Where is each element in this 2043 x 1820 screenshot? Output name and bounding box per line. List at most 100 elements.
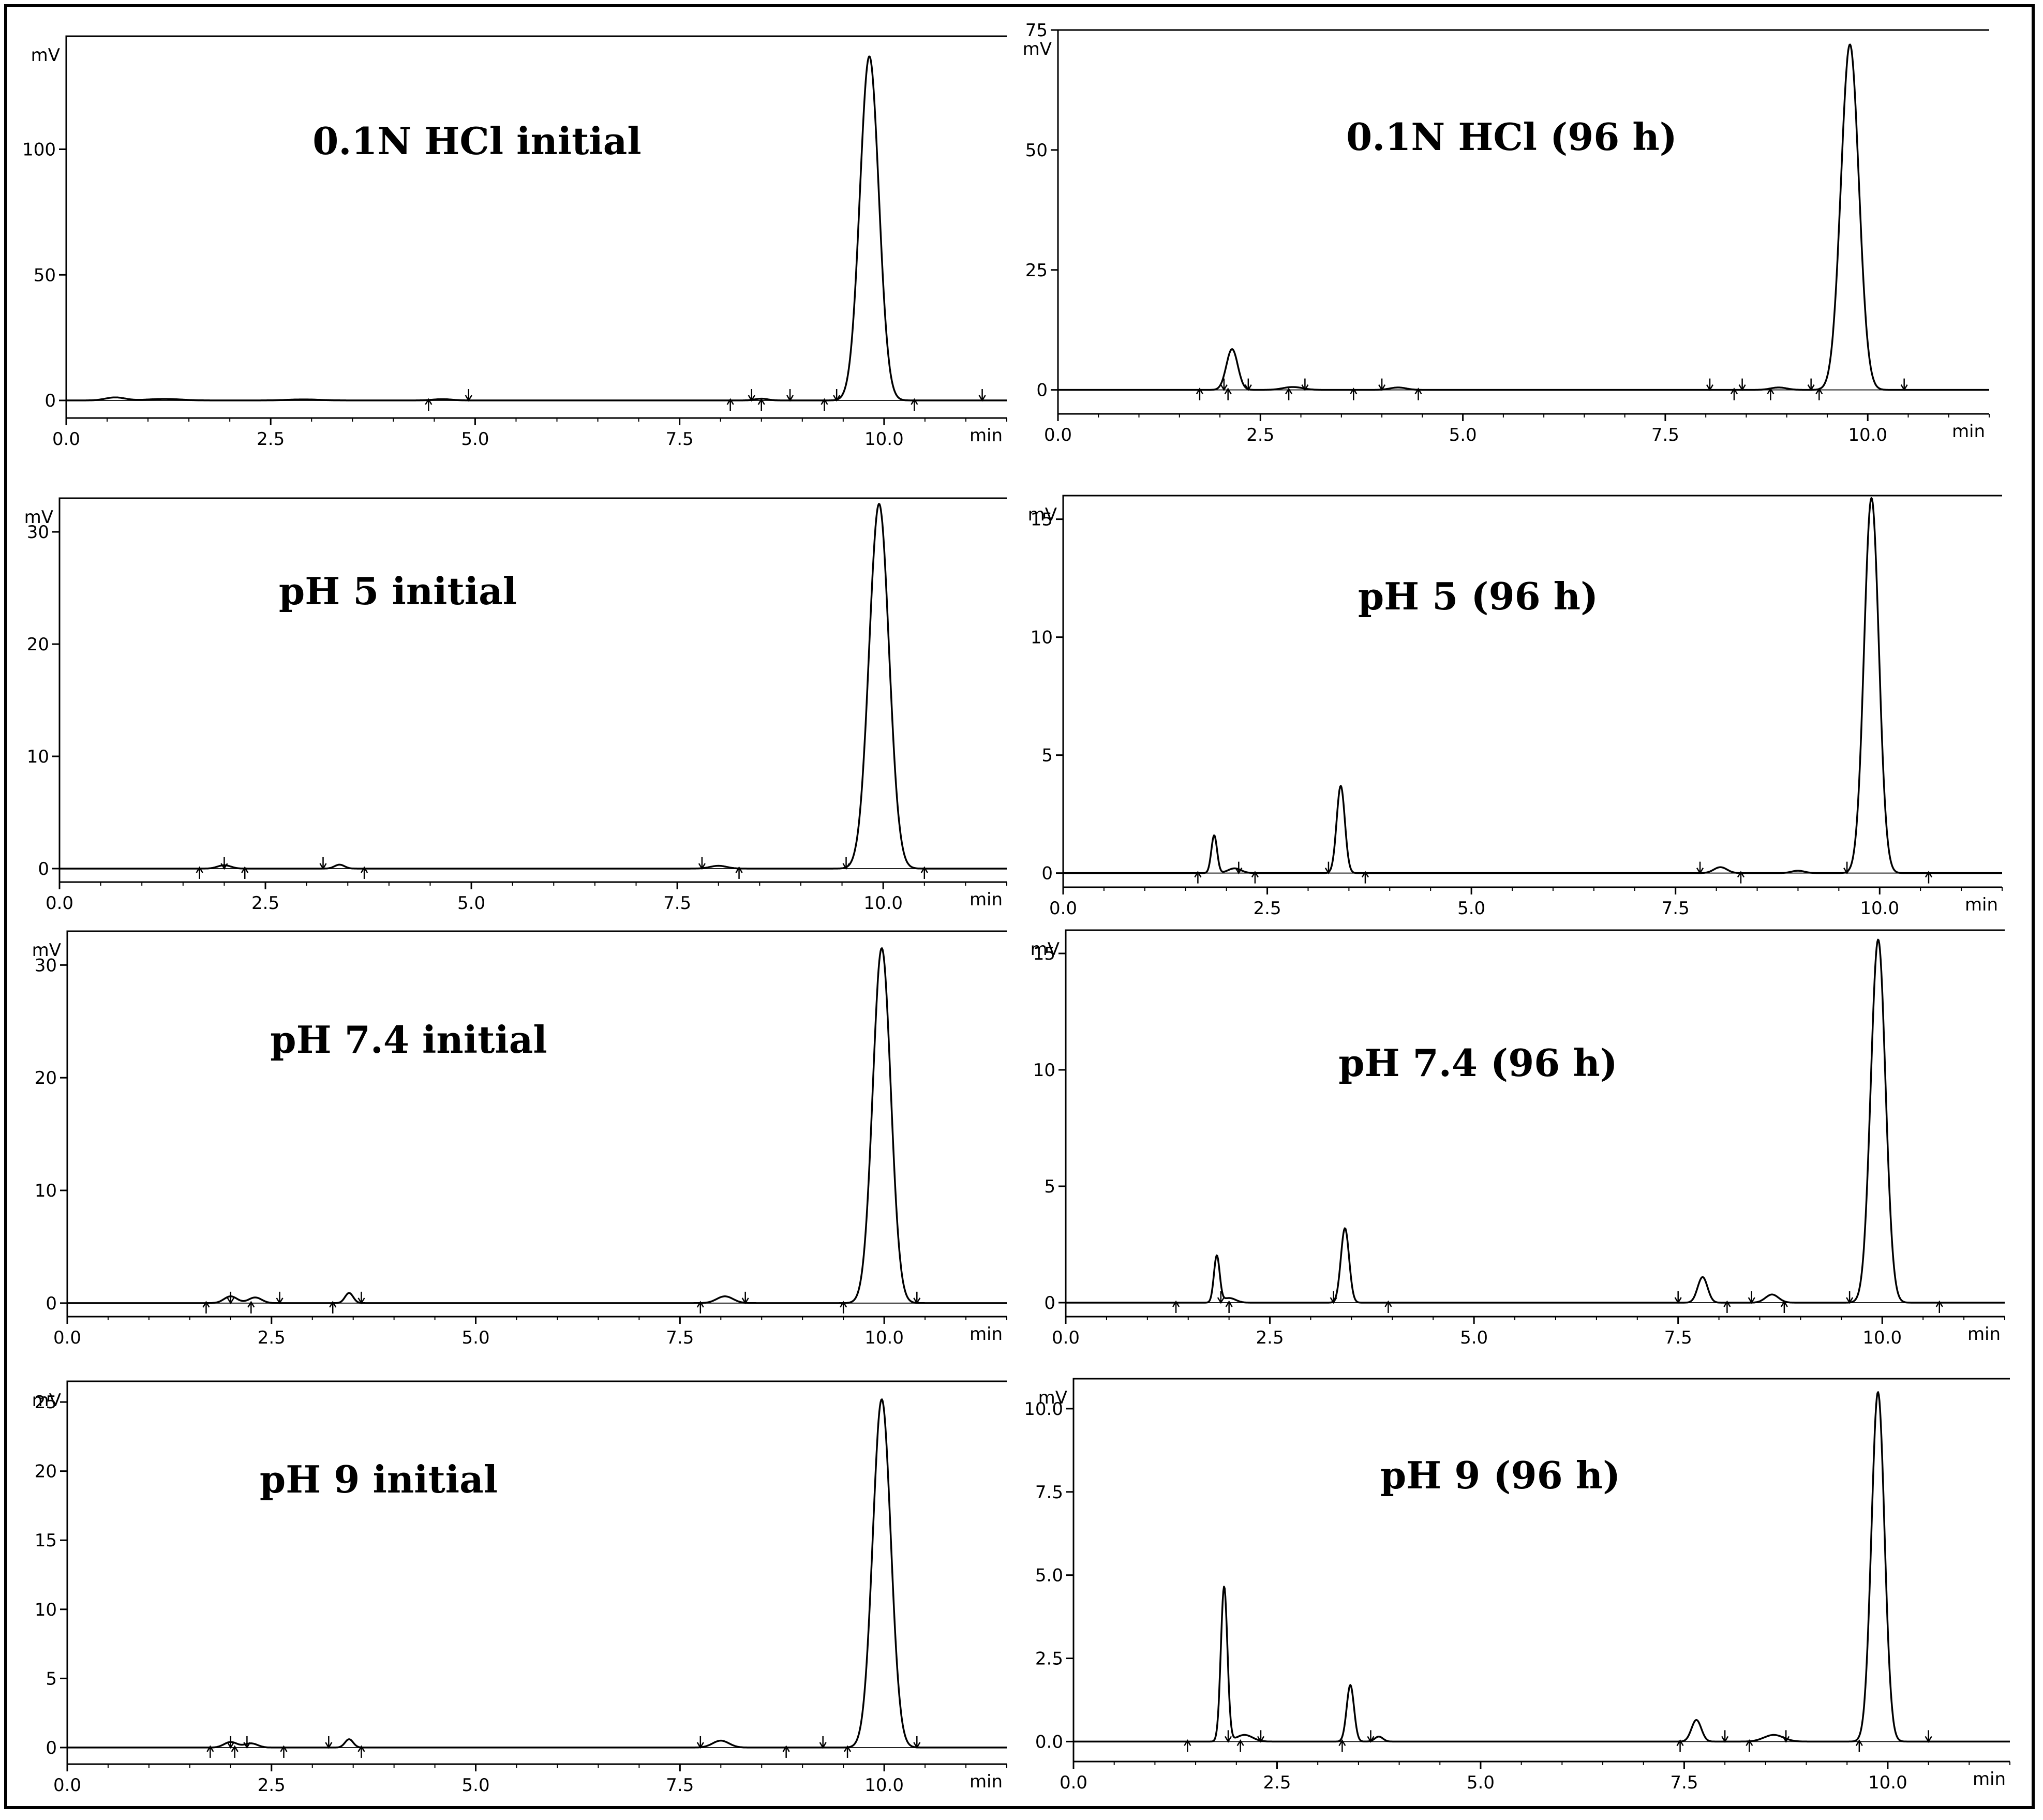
y-axis-unit: mV — [1023, 39, 1052, 59]
integration-marker — [465, 389, 472, 402]
panel-title: 0.1N HCl initial — [312, 119, 642, 163]
integration-marker — [1414, 387, 1422, 400]
integration-marker — [1257, 1730, 1265, 1743]
integration-marker — [1807, 378, 1815, 392]
y-tick-label: 50 — [1025, 140, 1048, 161]
integration-marker — [1378, 378, 1386, 392]
integration-marker — [196, 866, 203, 879]
x-tick-label: 2.5 — [1246, 425, 1274, 445]
x-tick-label: 7.5 — [1651, 425, 1679, 445]
integration-marker — [735, 866, 743, 879]
x-tick-label: 7.5 — [1662, 898, 1690, 919]
x-tick-label: 5.0 — [457, 893, 485, 914]
y-axis-unit: mV — [31, 45, 60, 66]
integration-marker — [1224, 387, 1232, 400]
chromatogram-trace — [67, 1398, 1007, 1749]
y-axis-unit: mV — [1028, 504, 1057, 525]
panel-title: pH 7.4 initial — [270, 1018, 547, 1062]
chromatogram-trace — [1057, 43, 1990, 391]
integration-marker — [1236, 1739, 1244, 1752]
integration-marker — [1301, 378, 1309, 392]
y-tick-label: 10 — [35, 1181, 57, 1201]
x-axis-unit: min — [1965, 894, 1998, 915]
integration-marker — [325, 1736, 333, 1749]
integration-marker — [1367, 1730, 1375, 1743]
integration-marker — [757, 398, 765, 411]
y-tick-label: 25 — [35, 1392, 57, 1413]
integration-marker — [913, 1736, 921, 1749]
x-tick-label: 2.5 — [258, 1327, 286, 1348]
x-tick-label: 2.5 — [1254, 898, 1281, 919]
integration-marker — [1746, 1739, 1753, 1752]
x-tick-label: 7.5 — [663, 893, 691, 914]
figure-border — [4, 4, 2035, 1809]
integration-marker — [821, 398, 828, 411]
y-axis-unit: mV — [24, 507, 53, 528]
y-tick-label: 20 — [27, 634, 49, 655]
x-tick-label: 10.0 — [864, 1327, 904, 1348]
y-tick-label: 2.5 — [1035, 1649, 1063, 1669]
y-tick-label: 25 — [1025, 260, 1048, 281]
panel-title: pH 5 initial — [279, 569, 517, 613]
y-axis-unit: mV — [32, 940, 61, 961]
integration-marker — [748, 389, 755, 402]
x-tick-label: 7.5 — [666, 1327, 694, 1348]
plot-frame — [65, 35, 1007, 418]
x-tick-label: 5.0 — [1460, 1327, 1488, 1348]
x-tick-label: 0.0 — [53, 1775, 81, 1796]
y-tick-label: 0 — [46, 1293, 57, 1314]
y-tick-label: 0 — [1044, 1293, 1055, 1314]
x-tick-label: 2.5 — [1256, 1327, 1284, 1348]
integration-marker — [1721, 1730, 1729, 1743]
integration-marker — [1384, 1300, 1392, 1313]
integration-marker — [1935, 1300, 1943, 1313]
integration-marker — [833, 389, 841, 402]
integration-marker — [696, 1736, 704, 1749]
y-tick-label: 75 — [1025, 20, 1048, 41]
integration-marker — [357, 1291, 365, 1305]
x-tick-label: 0.0 — [53, 1327, 81, 1348]
integration-marker — [1338, 1739, 1346, 1752]
y-tick-label: 10 — [1033, 1060, 1055, 1081]
y-tick-label: 7.5 — [1035, 1482, 1063, 1503]
y-tick-label: 0 — [46, 1738, 57, 1758]
integration-marker — [329, 1301, 337, 1314]
integration-marker — [202, 1301, 210, 1314]
x-axis-unit: min — [970, 889, 1003, 910]
chromatogram-panel-1: 0.0 2.5 5.0 7.5 10.0 min 0 50 100 mV 0.1N HCl init… — [22, 35, 1007, 450]
integration-marker — [1674, 1291, 1682, 1304]
integration-marker — [819, 1736, 827, 1749]
x-tick-label: 5.0 — [1457, 898, 1485, 919]
integration-marker — [1324, 861, 1333, 875]
integration-marker — [1737, 871, 1745, 884]
x-tick-label: 0.0 — [1044, 425, 1072, 445]
y-tick-label: 5 — [46, 1668, 57, 1689]
integration-marker — [1767, 387, 1774, 400]
y-tick-label: 10 — [35, 1600, 57, 1620]
integration-marker — [1855, 1739, 1863, 1752]
y-axis-unit: mV — [32, 1390, 61, 1411]
integration-marker — [231, 1745, 238, 1758]
x-axis-unit: min — [970, 1324, 1003, 1345]
y-tick-label: 30 — [35, 955, 57, 976]
x-tick-label: 7.5 — [666, 429, 694, 450]
integration-marker — [280, 1745, 288, 1758]
integration-marker — [726, 398, 734, 411]
chromatogram-trace — [67, 947, 1007, 1304]
integration-marker — [696, 1301, 704, 1314]
integration-marker — [1696, 861, 1704, 875]
x-tick-label: 10.0 — [1848, 425, 1887, 445]
integration-marker — [1730, 387, 1738, 400]
x-tick-label: 2.5 — [251, 893, 279, 914]
x-tick-label: 2.5 — [257, 429, 285, 450]
y-tick-label: 15 — [1033, 944, 1055, 964]
integration-marker — [206, 1745, 214, 1758]
integration-marker — [1330, 1291, 1337, 1304]
y-tick-label: 0 — [38, 859, 49, 879]
y-tick-label: 100 — [22, 139, 56, 160]
integration-marker — [1900, 378, 1908, 392]
panel-title: pH 9 (96 h) — [1380, 1453, 1620, 1497]
